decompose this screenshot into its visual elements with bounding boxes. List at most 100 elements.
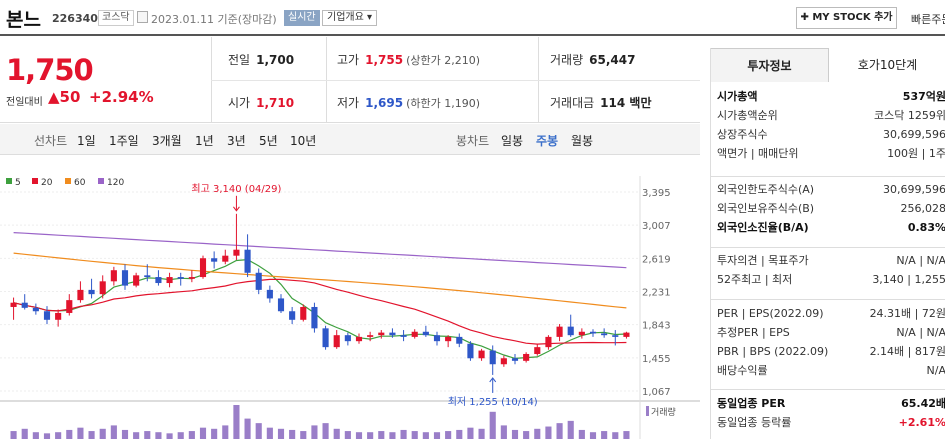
info-value: N/A | N/A <box>896 326 945 339</box>
candle-body <box>166 277 173 284</box>
period-3m[interactable]: 3개월 <box>152 134 182 148</box>
candle-body <box>400 335 407 337</box>
info-label: 외국인보유주식수(B) <box>717 202 815 215</box>
volume-bar <box>467 427 474 439</box>
candle-body <box>277 298 285 312</box>
volume-bar <box>211 428 218 439</box>
candle-body <box>233 249 240 256</box>
candle-body <box>21 302 28 308</box>
high-price: 고가 1,755 (상한가 2,210) <box>337 53 480 67</box>
annotation-arrow <box>233 206 240 212</box>
info-value: 2.14배 | 817원 <box>869 345 945 358</box>
info-row: PBR | BPS (2022.09) 2.14배 | 817원 <box>717 343 945 361</box>
info-label: 추정PER | EPS <box>717 326 790 339</box>
candle-body <box>10 302 17 307</box>
volume-bar <box>188 431 195 439</box>
candle-body <box>511 358 519 361</box>
add-mystock-button[interactable]: ✚ MY STOCK 추가 <box>796 7 897 29</box>
ma-legend-swatch <box>32 178 38 184</box>
chart-toolbar: 선차트 1일 1주일 3개월 1년 3년 5년 10년 봉차트 일봉 주봉 월봉 <box>0 124 700 155</box>
volume-bar <box>344 431 351 439</box>
candle-body <box>266 289 273 299</box>
info-label: 배당수익률 <box>717 364 768 377</box>
ma-legend-label: 5 <box>15 178 21 188</box>
volume-bar <box>32 432 39 439</box>
info-value: 24.31배 | 72원 <box>869 307 945 320</box>
period-3y[interactable]: 3년 <box>227 134 246 148</box>
price-chart[interactable]: 5 20 60 120 3,395 3,007 2,619 2,231 1,843 1,455 1… <box>0 156 700 439</box>
candle-body <box>623 332 630 337</box>
candle-body <box>545 336 552 348</box>
info-label: PBR | BPS (2022.09) <box>717 345 829 358</box>
candle-body <box>456 336 463 344</box>
info-row: 시가총액 537억원 <box>717 88 945 106</box>
price-box: 1,750 전일대비 ▲50 +2.94% 전일 1,700 고가 1,755 (상한… <box>0 37 700 123</box>
y-tick-label: 3,395 <box>642 188 671 199</box>
candle-weekly[interactable]: 주봉 <box>536 134 559 148</box>
y-tick-label: 1,455 <box>642 354 671 365</box>
ma-line-20 <box>13 278 627 345</box>
tab-orderbook-10[interactable]: 호가10단계 <box>829 48 945 82</box>
info-label: 투자의견 | 목표주가 <box>717 254 809 267</box>
info-label: 시가총액 <box>717 90 758 103</box>
candle-body <box>121 270 129 286</box>
candle-body <box>43 311 51 320</box>
volume-bar <box>10 431 17 439</box>
volume-legend-swatch <box>646 406 649 416</box>
candle-body <box>99 281 106 295</box>
candle-body <box>478 350 485 359</box>
y-tick-label: 3,007 <box>642 221 671 232</box>
period-1y[interactable]: 1년 <box>195 134 214 148</box>
ma-legend-label: 60 <box>74 178 86 188</box>
info-value: 537억원 <box>902 90 945 103</box>
candle-body <box>378 332 385 336</box>
period-1w[interactable]: 1주일 <box>109 134 139 148</box>
volume-bar <box>389 432 396 439</box>
volume-bar <box>422 432 429 439</box>
tab-investment-info[interactable]: 투자정보 <box>711 48 829 82</box>
candle-body <box>344 335 351 342</box>
volume-bar <box>66 429 73 439</box>
info-value: 100원 | 1주 <box>887 147 945 160</box>
ma-legend-swatch <box>98 178 104 184</box>
info-value: N/A <box>926 364 945 377</box>
volume-bar <box>589 432 597 439</box>
info-label: 외국인소진율(B/A) <box>717 221 809 234</box>
info-value: 코스닥 1259위 <box>874 109 945 122</box>
candle-body <box>578 331 585 336</box>
candle-body <box>422 331 429 336</box>
candle-monthly[interactable]: 월봉 <box>571 134 594 148</box>
info-value: +2.61% <box>898 416 945 429</box>
candle-body <box>523 353 530 361</box>
trade-amount: 거래대금 114 백만 <box>550 96 652 110</box>
volume-bar <box>601 431 608 439</box>
company-overview-dropdown[interactable]: 기업개요 ▾ <box>322 10 377 26</box>
current-price: 1,750 <box>6 53 94 87</box>
annotation-high: 최고 3,140 (04/29) <box>191 183 281 195</box>
volume-bar <box>545 426 552 439</box>
candle-daily[interactable]: 일봉 <box>501 134 524 148</box>
volume-bar <box>166 433 173 439</box>
candle-body <box>601 333 608 336</box>
volume-bar <box>612 432 619 439</box>
candle-body <box>88 289 95 295</box>
candle-body <box>55 312 62 320</box>
y-tick-label: 1,067 <box>642 387 671 398</box>
info-row: 시가총액순위 코스닥 1259위 <box>717 107 945 125</box>
realtime-button[interactable]: 실시간 <box>284 10 320 26</box>
period-1d[interactable]: 1일 <box>77 134 96 148</box>
volume-bar <box>177 432 184 439</box>
volume-bar <box>77 427 84 439</box>
change-percent: +2.94% <box>89 88 154 106</box>
volume-bar <box>121 429 129 439</box>
annotation-low: 최저 1,255 (10/14) <box>448 396 538 408</box>
candle-body <box>211 258 218 262</box>
candle-body <box>411 331 418 337</box>
change-label: 전일대비 <box>6 97 43 108</box>
period-5y[interactable]: 5년 <box>259 134 278 148</box>
period-10y[interactable]: 10년 <box>290 134 317 148</box>
quick-order-button[interactable]: 빠른주문 <box>911 13 945 26</box>
info-value: 256,028 <box>900 202 945 215</box>
volume-bar <box>489 411 496 439</box>
volume-bar <box>445 431 452 439</box>
